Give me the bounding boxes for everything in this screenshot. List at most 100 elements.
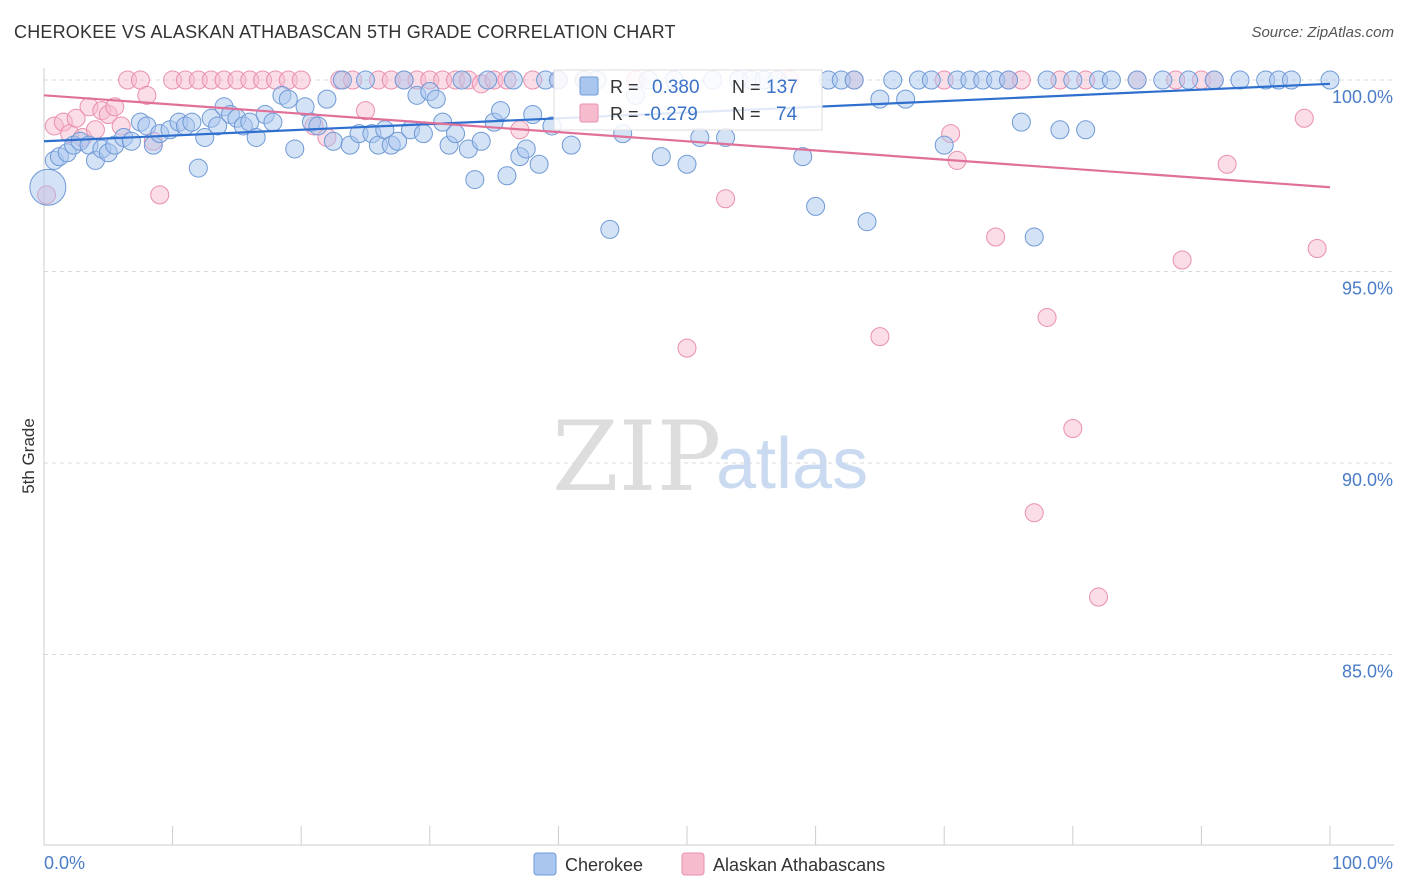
alaskan-athabascans-point — [137, 85, 157, 105]
cherokee-point — [1127, 70, 1147, 90]
alaskan-athabascans-point — [986, 227, 1006, 247]
cherokee-point — [1063, 70, 1083, 90]
cherokee-point — [1024, 227, 1044, 247]
cherokee-point — [452, 70, 472, 90]
y-tick-label-95: 95.0% — [1342, 279, 1393, 299]
cherokee-point — [793, 147, 813, 167]
stat-r-label-1: R = — [610, 77, 639, 97]
cherokee-point — [465, 170, 485, 190]
cherokee-point — [278, 89, 298, 109]
cherokee-point — [561, 135, 581, 155]
cherokee-point — [1037, 70, 1057, 90]
cherokee-point — [806, 196, 826, 216]
cherokee-point — [1153, 70, 1173, 90]
cherokee-point — [857, 212, 877, 232]
cherokee-point — [208, 116, 228, 136]
cherokee-point — [323, 131, 343, 151]
stat-n-label-2: N = — [732, 104, 761, 124]
cherokee-point — [1179, 70, 1199, 90]
cherokee-point — [529, 154, 549, 174]
cherokee-point — [356, 70, 375, 90]
cherokee-point — [870, 89, 890, 109]
alaskan-athabascans-point — [66, 108, 86, 128]
cherokee-point — [426, 89, 446, 109]
source-credit: Source: ZipAtlas.com — [1251, 24, 1394, 41]
alaskan-athabascans-point — [1294, 108, 1314, 128]
cherokee-point — [1204, 70, 1224, 90]
alaskan-athabascans-point — [105, 97, 125, 117]
series-alaskan-athabascans-points — [37, 70, 1327, 607]
bottom-legend: Cherokee Alaskan Athabascans — [533, 852, 885, 876]
watermark-atlas: atlas — [716, 424, 868, 504]
cherokee-point — [844, 70, 864, 90]
alaskan-athabascans-point — [291, 70, 311, 90]
cherokee-point — [188, 158, 208, 178]
stat-n-value-2: 74 — [776, 104, 798, 125]
cherokee-point — [332, 70, 352, 90]
cherokee-point — [896, 89, 916, 109]
alaskan-athabascans-point — [716, 189, 736, 209]
cherokee-point — [1050, 120, 1070, 140]
cherokee-point — [1230, 70, 1250, 90]
cherokee-point — [999, 70, 1018, 90]
cherokee-point — [934, 135, 954, 155]
cherokee-point — [394, 70, 414, 90]
bottom-legend-swatch-alaskan — [681, 852, 705, 876]
cherokee-point — [446, 124, 466, 144]
cherokee-point — [263, 112, 283, 132]
y-tick-labels: 100.0% 95.0% 90.0% 85.0% — [1332, 87, 1393, 682]
cherokee-point — [285, 139, 305, 159]
alaskan-athabascans-point — [1024, 503, 1044, 523]
alaskan-athabascans-point — [1063, 419, 1083, 439]
x-axis-ticks — [43, 826, 1331, 845]
cherokee-point — [29, 168, 67, 206]
x-tick-label-min: 0.0% — [44, 853, 85, 873]
legend-swatch-alaskan — [579, 103, 599, 123]
x-tick-label-max: 100.0% — [1332, 853, 1393, 873]
cherokee-point — [921, 70, 941, 90]
cherokee-point — [182, 112, 202, 132]
cherokee-point — [677, 154, 697, 174]
stat-r-value-1: 0.380 — [652, 77, 700, 98]
cherokee-point — [471, 131, 491, 151]
alaskan-athabascans-point — [1037, 307, 1057, 327]
stat-n-value-1: 137 — [766, 77, 798, 98]
alaskan-athabascans-point — [1217, 154, 1237, 174]
alaskan-athabascans-point — [677, 338, 697, 358]
cherokee-point — [308, 116, 328, 136]
stats-legend-box: R = 0.380 N = 137 R = -0.279 N = 74 — [553, 69, 823, 131]
stat-r-value-2: -0.279 — [644, 104, 698, 125]
stat-n-label-1: N = — [732, 77, 761, 97]
series-cherokee-points — [29, 70, 1340, 247]
alaskan-athabascans-point — [356, 101, 375, 121]
cherokee-point — [1011, 112, 1031, 132]
y-axis-label: 5th Grade — [19, 418, 38, 494]
alaskan-athabascans-point — [1089, 587, 1109, 607]
cherokee-point — [516, 139, 536, 159]
bottom-legend-swatch-cherokee — [533, 852, 557, 876]
cherokee-point — [600, 219, 620, 239]
y-tick-label-90: 90.0% — [1342, 470, 1393, 490]
cherokee-point — [1076, 120, 1096, 140]
alaskan-athabascans-point — [150, 185, 170, 205]
chart-title: CHEROKEE VS ALASKAN ATHABASCAN 5TH GRADE… — [14, 22, 676, 42]
trend-line-alaskan-athabascans — [43, 94, 1331, 189]
cherokee-point — [317, 89, 337, 109]
y-tick-label-100: 100.0% — [1332, 87, 1393, 107]
y-tick-label-85: 85.0% — [1342, 662, 1393, 682]
cherokee-point — [121, 131, 141, 151]
cherokee-point — [1101, 70, 1121, 90]
cherokee-point — [651, 147, 671, 167]
alaskan-athabascans-point — [1172, 250, 1192, 270]
cherokee-point — [491, 101, 511, 121]
cherokee-point — [478, 70, 498, 90]
legend-swatch-cherokee — [579, 76, 599, 96]
cherokee-point — [497, 166, 517, 186]
cherokee-point — [883, 70, 903, 90]
cherokee-point — [413, 124, 433, 144]
bottom-legend-label-cherokee: Cherokee — [565, 855, 643, 875]
stat-r-label-2: R = — [610, 104, 639, 124]
grid-lines — [44, 79, 1394, 655]
watermark-zip: ZIP — [552, 401, 721, 513]
